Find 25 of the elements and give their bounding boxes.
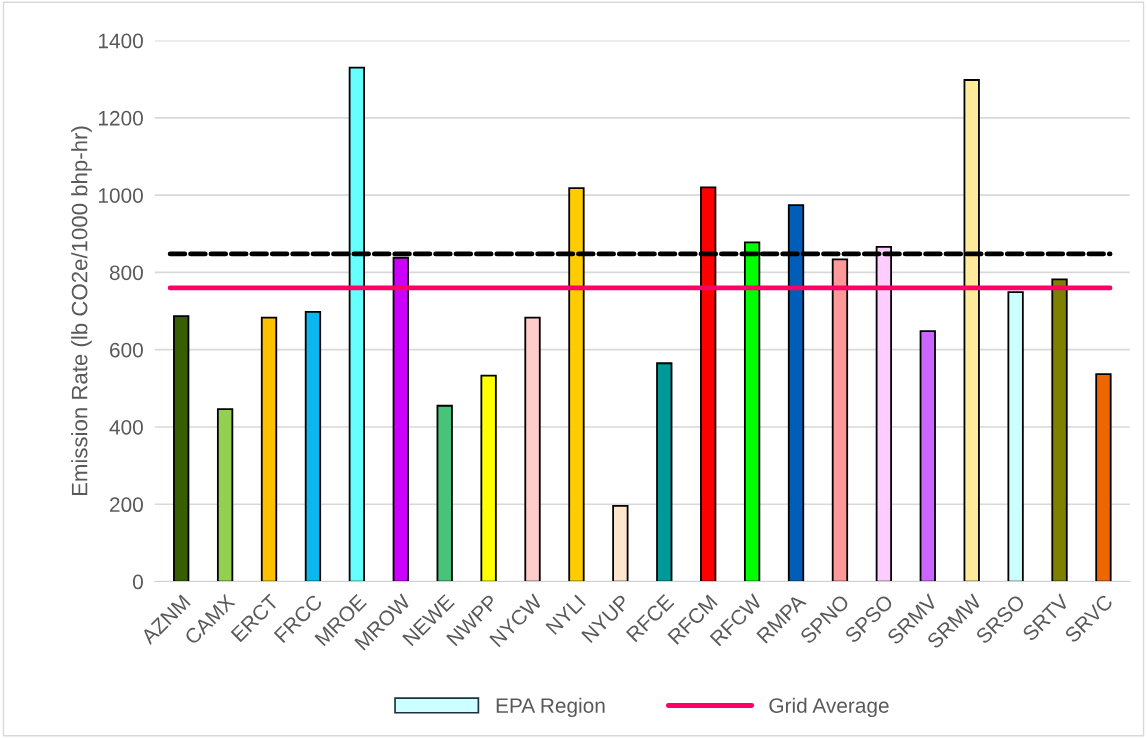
bar <box>1095 373 1112 582</box>
bar <box>480 374 497 582</box>
bar <box>919 330 936 582</box>
bar <box>173 315 190 582</box>
y-tick-label: 1400 <box>98 33 143 49</box>
bar <box>1007 291 1024 582</box>
bar <box>524 316 541 582</box>
y-tick-label: 0 <box>132 574 143 590</box>
y-tick-label: 400 <box>109 419 143 435</box>
legend-label: EPA Region <box>496 697 605 718</box>
y-tick-label: 600 <box>110 342 143 358</box>
legend-label: Grid Average <box>769 697 889 718</box>
bar <box>1051 278 1068 582</box>
y-tick-label: 1000 <box>98 188 143 203</box>
bar <box>612 504 629 582</box>
bar <box>216 408 234 582</box>
bar <box>831 258 849 582</box>
bar <box>656 362 673 582</box>
y-axis-title: Emission Rate (lb CO2e/1000 bhp-hr) <box>71 126 92 496</box>
y-tick-label: 800 <box>109 265 143 281</box>
y-tick-label: 1200 <box>98 110 143 126</box>
bar <box>260 316 278 582</box>
y-tick-label: 200 <box>110 497 143 513</box>
bar <box>436 404 453 582</box>
bar <box>304 310 322 582</box>
